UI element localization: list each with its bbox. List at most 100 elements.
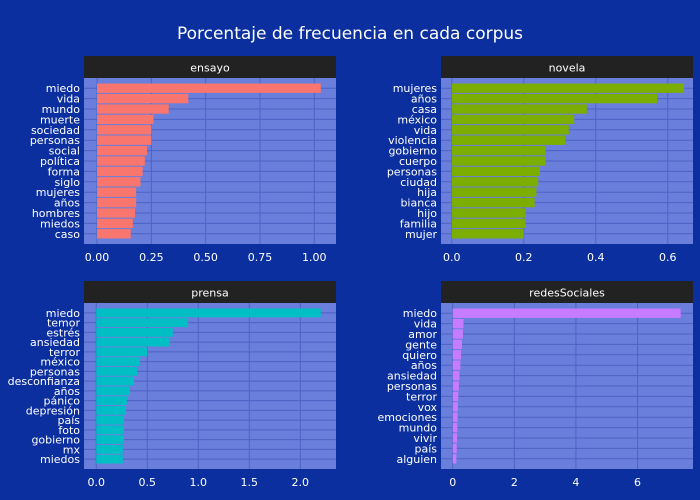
facet-label: novela — [549, 62, 586, 75]
y-tick-label: estrés — [46, 326, 80, 339]
bar — [96, 396, 127, 406]
y-tick-label: méxico — [40, 356, 80, 369]
y-tick-label: años — [411, 93, 437, 106]
facet-label: ensayo — [190, 62, 230, 75]
x-tick-label: 0.4 — [587, 251, 605, 264]
facet-strip — [441, 281, 693, 303]
bar — [97, 125, 152, 135]
bar — [451, 156, 546, 166]
bar — [97, 177, 141, 187]
x-tick-label: 0.0 — [443, 251, 461, 264]
y-tick-label: hija — [417, 186, 437, 199]
facet-label: prensa — [191, 287, 228, 300]
bar — [96, 386, 130, 396]
y-tick-label: vida — [414, 124, 437, 137]
bar — [97, 187, 137, 197]
bar — [452, 370, 460, 381]
x-tick-label: 0.50 — [193, 251, 218, 264]
y-tick-label: ansiedad — [387, 370, 437, 383]
facet-strip — [84, 56, 336, 78]
panel-redesSociales: redesSociales 0 2 4 6 miedovidaamorgentequier… — [377, 281, 693, 489]
x-tick-label: 1.5 — [241, 476, 259, 489]
x-tick-label: 0 — [449, 476, 456, 489]
panel-ensayo: ensayo 0.00 0.25 0.50 0.75 1.00 miedovidamundo… — [30, 56, 336, 264]
bar — [97, 93, 189, 104]
bar — [452, 381, 459, 391]
x-tick-label: 0.25 — [139, 251, 164, 264]
bar — [452, 360, 461, 370]
y-tick-label: gobierno — [388, 145, 437, 158]
bar — [451, 166, 540, 177]
y-tick-label: alguien — [396, 453, 437, 466]
y-tick-label: miedos — [40, 217, 80, 230]
bar — [452, 308, 681, 318]
facet-strip — [84, 281, 336, 303]
y-tick-label: vox — [418, 401, 438, 414]
panel-prensa: prensa 0.0 0.5 1.0 1.5 2.0 miedotemorestrésans… — [8, 281, 336, 489]
bar — [451, 229, 524, 239]
bar — [97, 145, 147, 156]
y-tick-label: miedo — [46, 307, 81, 320]
y-tick-label: vida — [57, 93, 80, 106]
bar — [451, 114, 575, 125]
y-tick-label: hombres — [32, 207, 80, 220]
y-tick-label: mx — [63, 443, 81, 456]
bar — [97, 156, 145, 166]
y-tick-label: mundo — [399, 422, 438, 435]
bar — [451, 145, 546, 156]
y-tick-label: mujeres — [36, 186, 81, 199]
bar — [452, 454, 457, 464]
bar — [451, 93, 657, 104]
x-tick-label: 6 — [634, 476, 641, 489]
bar — [96, 376, 134, 386]
bar — [96, 318, 189, 328]
bar — [97, 166, 143, 177]
y-tick-label: terror — [406, 390, 437, 403]
bar — [451, 125, 569, 135]
y-tick-label: bianca — [400, 197, 437, 210]
y-tick-label: casa — [412, 103, 437, 116]
bar — [452, 329, 463, 339]
y-tick-label: méxico — [397, 113, 437, 126]
y-tick-label: temor — [47, 317, 81, 330]
bar — [96, 337, 170, 347]
y-tick-label: social — [49, 145, 80, 158]
plot-background — [84, 303, 336, 469]
y-tick-label: personas — [30, 134, 80, 147]
bar — [96, 425, 124, 435]
y-tick-label: años — [411, 359, 437, 372]
y-tick-label: mujer — [405, 228, 438, 241]
bar — [96, 405, 126, 415]
bar — [96, 347, 148, 357]
y-tick-label: sociedad — [31, 124, 80, 137]
x-tick-label: 0.5 — [139, 476, 157, 489]
bar — [96, 308, 321, 318]
y-tick-label: país — [414, 442, 437, 455]
y-tick-label: gobierno — [31, 434, 80, 447]
bar — [97, 114, 154, 125]
bar — [452, 412, 458, 422]
y-tick-label: miedos — [40, 453, 80, 466]
y-tick-label: personas — [387, 380, 437, 393]
y-tick-label: forma — [48, 165, 80, 178]
facet-label: redesSociales — [529, 287, 605, 300]
facet-strip — [441, 56, 693, 78]
y-tick-label: mujeres — [393, 82, 438, 95]
x-tick-label: 2 — [511, 476, 518, 489]
y-tick-label: miedo — [403, 307, 438, 320]
y-tick-label: caso — [55, 228, 81, 241]
bar — [451, 208, 526, 218]
y-tick-label: quiero — [402, 349, 437, 362]
bar — [452, 422, 458, 433]
chart-title: Porcentaje de frecuencia en cada corpus — [177, 24, 523, 44]
y-tick-label: años — [54, 197, 80, 210]
bar — [97, 104, 169, 114]
y-tick-label: violencia — [388, 134, 437, 147]
bar — [451, 197, 535, 208]
bar — [452, 339, 462, 350]
y-tick-label: personas — [387, 165, 437, 178]
bar — [96, 454, 123, 464]
bar — [452, 318, 464, 329]
